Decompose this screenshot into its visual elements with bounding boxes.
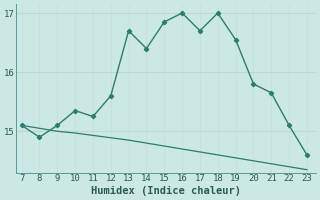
X-axis label: Humidex (Indice chaleur): Humidex (Indice chaleur) — [91, 186, 241, 196]
